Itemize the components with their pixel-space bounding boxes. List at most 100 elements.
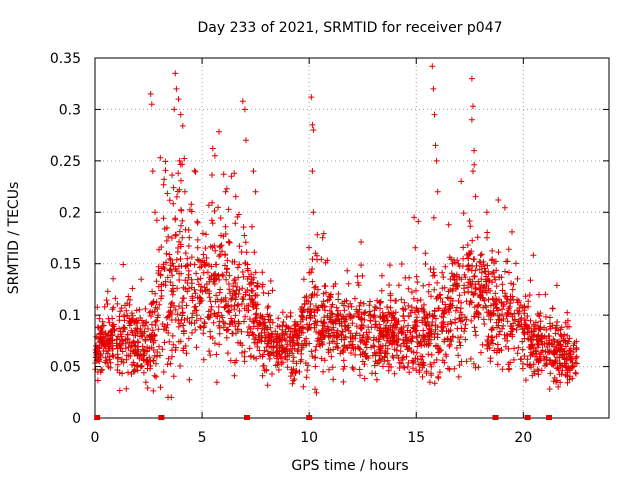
data-point [493, 283, 500, 290]
data-point [179, 299, 186, 306]
data-point [112, 295, 119, 302]
data-point [504, 311, 511, 318]
data-point [457, 315, 464, 322]
data-point [231, 258, 238, 265]
data-point [499, 306, 505, 313]
data-point [196, 294, 203, 301]
data-point [472, 364, 479, 371]
data-point [272, 328, 279, 335]
data-point [461, 282, 468, 289]
data-point [246, 332, 252, 339]
data-point [264, 340, 271, 347]
data-point [309, 256, 316, 263]
data-point [434, 188, 441, 195]
data-point [170, 373, 177, 380]
data-point [189, 329, 195, 336]
data-point [238, 328, 245, 335]
data-point [502, 293, 508, 299]
data-point [377, 332, 384, 339]
data-point [132, 342, 139, 349]
data-point [371, 304, 378, 310]
data-point [235, 274, 242, 281]
data-point [440, 319, 447, 325]
data-point [186, 234, 193, 241]
data-point [205, 308, 212, 315]
data-point [471, 324, 478, 331]
y-tick-label: 0.05 [50, 360, 81, 376]
data-point [550, 360, 557, 367]
data-point [484, 309, 491, 316]
data-point [172, 232, 179, 239]
data-point [457, 334, 464, 340]
data-point [527, 364, 534, 371]
data-point [564, 373, 571, 380]
data-point [306, 324, 313, 331]
data-point [465, 279, 472, 286]
data-point [352, 351, 359, 358]
data-point [524, 313, 531, 320]
data-point [439, 269, 446, 276]
data-point [509, 333, 516, 340]
data-point [461, 271, 468, 278]
data-point [350, 366, 357, 373]
data-point [319, 336, 326, 343]
data-point [312, 318, 319, 325]
data-point [504, 337, 511, 344]
data-point [172, 316, 179, 323]
data-point [162, 158, 169, 165]
data-points [92, 63, 580, 401]
data-point [495, 307, 501, 314]
data-point [216, 289, 223, 296]
data-point [499, 366, 506, 373]
data-point [213, 351, 220, 358]
data-point [308, 269, 314, 276]
data-point [569, 359, 576, 366]
data-point [131, 366, 138, 373]
data-point [521, 335, 528, 342]
data-point [222, 223, 229, 230]
data-point [474, 234, 481, 241]
data-point [400, 312, 407, 319]
data-point [556, 338, 563, 345]
data-point [119, 370, 126, 377]
data-point [254, 325, 261, 332]
data-point [507, 359, 514, 366]
data-point [119, 348, 126, 355]
data-point [283, 314, 290, 320]
data-point [429, 63, 436, 70]
data-point [120, 261, 127, 268]
data-point [516, 321, 523, 328]
data-point [236, 307, 243, 314]
data-point [425, 351, 432, 358]
data-point [167, 307, 174, 314]
data-point [505, 345, 512, 352]
data-point [269, 287, 276, 294]
data-point [417, 297, 424, 303]
data-point [110, 353, 117, 360]
data-point [258, 338, 265, 345]
data-point [118, 345, 124, 352]
axis-ticks: 0 5 10 15 20 0 0.05 0.1 0.15 0.2 0.25 0.3 0.35 [50, 51, 609, 446]
data-point [169, 172, 176, 179]
data-point [143, 319, 150, 325]
data-point [527, 336, 534, 343]
data-point [149, 288, 156, 295]
data-point [261, 322, 268, 329]
data-point [501, 204, 508, 211]
data-point [405, 322, 412, 329]
data-point [176, 303, 182, 310]
y-tick-label: 0.35 [50, 51, 81, 67]
data-point [509, 286, 516, 293]
data-point [328, 310, 335, 317]
data-point [206, 294, 213, 301]
data-point [543, 360, 550, 367]
data-point [401, 317, 408, 324]
data-point [435, 305, 442, 312]
data-point [470, 256, 477, 263]
data-point [180, 295, 187, 302]
data-point [98, 342, 105, 349]
data-point [446, 254, 453, 261]
x-tick-label: 10 [300, 430, 318, 446]
data-point [166, 338, 173, 345]
data-point [224, 265, 231, 272]
